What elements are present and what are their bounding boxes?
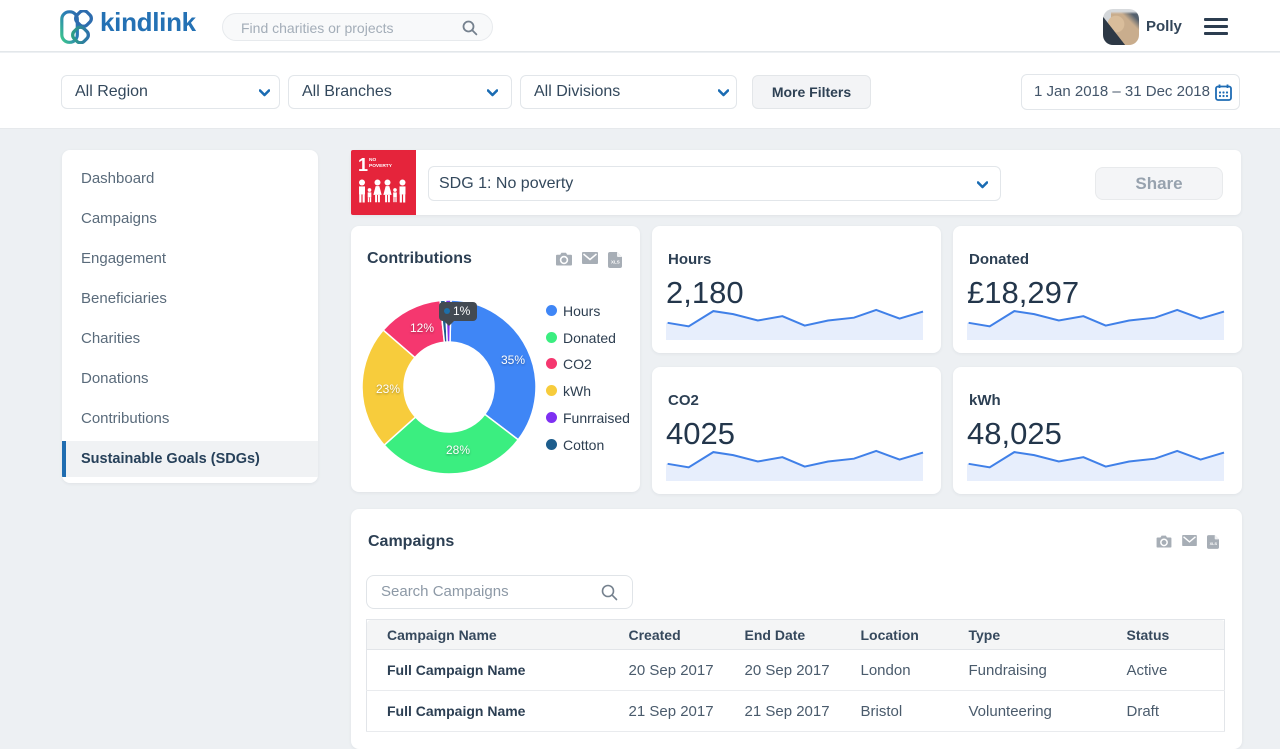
svg-text:XLS: XLS bbox=[611, 260, 620, 265]
svg-text:XLS: XLS bbox=[1210, 542, 1218, 546]
svg-text:POVERTY: POVERTY bbox=[369, 163, 393, 169]
svg-text:1: 1 bbox=[358, 155, 368, 175]
svg-text:NO: NO bbox=[369, 157, 376, 163]
